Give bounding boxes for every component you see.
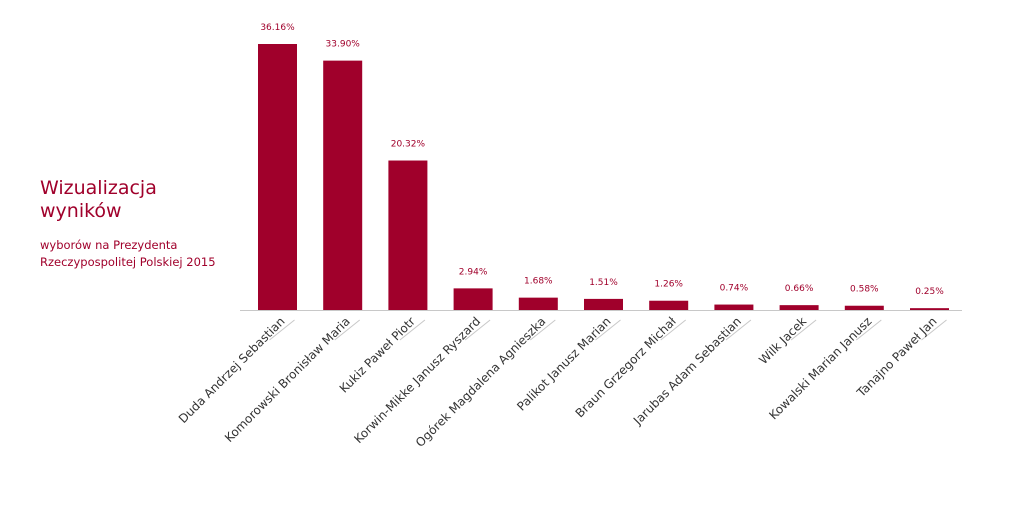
data-label: 1.51% [589,278,618,288]
x-tick-label: Wilk Jacek [756,314,809,367]
chart-title: Wizualizacja wyników [40,177,240,223]
axis-tick [269,319,295,341]
axis-tick [399,319,426,341]
data-label: 36.16% [260,23,295,33]
axis-tick [790,319,817,341]
bar[interactable] [649,300,689,310]
chart-header: Wizualizacja wyników wyborów na Prezyden… [40,177,240,271]
chart-title-line-2: wyników [40,200,122,222]
axis-tick [334,319,361,341]
chart-subtitle: wyborów na Prezydenta Rzeczypospolitej P… [40,237,240,271]
axis-tick [921,319,947,341]
data-label: 20.32% [391,140,426,150]
data-label: 0.58% [850,285,879,295]
data-label: 0.25% [915,287,944,297]
bar[interactable] [584,298,623,310]
data-label: 2.94% [459,267,488,277]
chart-subtitle-line-2: Rzeczypospolitej Polskiej 2015 [40,255,216,269]
axis-tick [725,319,752,341]
chart-title-line-1: Wizualizacja [40,177,157,199]
axis-tick [529,319,556,341]
data-label: 0.74% [720,284,749,294]
x-tick-label: Duda Andrzej Sebastian [176,314,288,426]
x-tick-label: Jarubas Adam Sebastian [630,314,744,428]
axis-tick [855,319,882,341]
bar[interactable] [518,297,558,310]
x-tick-label: Ogórek Magdalena Agnieszka [413,314,549,450]
data-label: 0.66% [785,284,814,294]
bar[interactable] [323,60,363,310]
bar[interactable] [258,44,297,310]
bar[interactable] [453,288,493,310]
data-label: 1.68% [524,277,553,287]
data-label: 33.90% [326,40,361,50]
axis-tick [595,319,621,341]
chart-subtitle-line-1: wyborów na Prezydenta [40,238,178,252]
bar[interactable] [844,305,884,310]
x-tick-label: Korwin-Mikke Janusz Ryszard [351,314,483,446]
x-tick-label: Komorowski Bronisław Maria [222,314,353,445]
bar[interactable] [779,305,819,310]
axis-tick [660,319,687,341]
bar[interactable] [388,160,428,310]
bar[interactable] [910,308,949,310]
data-label: 1.26% [654,280,683,290]
axis-tick [464,319,491,341]
bar[interactable] [714,304,754,310]
